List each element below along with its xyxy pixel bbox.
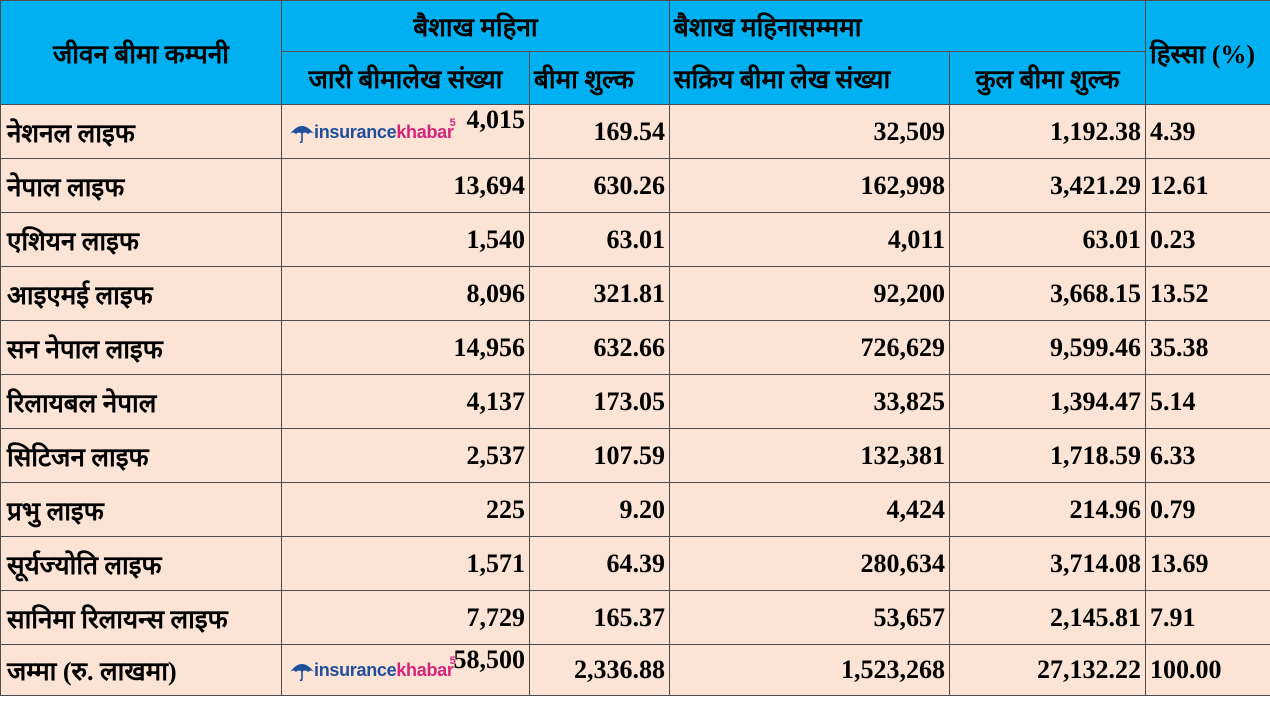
insurancekhabar-logo: insurance khabar 5 [288,117,456,143]
header-cumulative-group: बैशाख महिनासम्ममा [669,0,1146,52]
total-premium-cell: 2,145.81 [949,590,1146,645]
company-name: प्रभु लाइफ [0,482,282,537]
premium-cell: 64.39 [529,536,670,591]
table-row: आइएमई लाइफ 8,096 321.81 92,200 3,668.15 … [0,266,1270,321]
premium-cell: 321.81 [529,266,670,321]
header-month-group: बैशाख महिना [281,0,670,52]
header-row-sub: जारी बीमालेख संख्या बीमा शुल्क सक्रिय बी… [1,51,1270,105]
header-row-top: जीवन बीमा कम्पनी बैशाख महिना बैशाख महिना… [0,0,1270,105]
share-cell: 6.33 [1145,428,1270,483]
table-row: प्रभु लाइफ 225 9.20 4,424 214.96 0.79 [0,482,1270,537]
total-premium-month-cell: 2,336.88 [529,644,670,696]
total-premium-cell: 3,421.29 [949,158,1146,213]
header-total-premium: कुल बीमा शुल्क [949,51,1146,105]
share-cell: 5.14 [1145,374,1270,429]
table-header: जीवन बीमा कम्पनी बैशाख महिना बैशाख महिना… [0,0,1270,105]
table-row: नेशनल लाइफ insurance khabar 5 4,015 169.54… [0,104,1270,159]
premium-cell: 165.37 [529,590,670,645]
total-row: जम्मा (रु. लाखमा) insurance khabar 5 58,50… [0,644,1270,696]
table-row: सन नेपाल लाइफ 14,956 632.66 726,629 9,59… [0,320,1270,375]
company-name: नेशनल लाइफ [0,104,282,159]
premium-cell: 173.05 [529,374,670,429]
active-policies-cell: 33,825 [669,374,950,429]
table-row: सिटिजन लाइफ 2,537 107.59 132,381 1,718.5… [0,428,1270,483]
share-cell: 35.38 [1145,320,1270,375]
active-policies-cell: 280,634 [669,536,950,591]
total-issued-cell: insurance khabar 5 58,500 [281,644,530,696]
total-active-cell: 1,523,268 [669,644,950,696]
premium-cell: 63.01 [529,212,670,267]
premium-cell: 632.66 [529,320,670,375]
total-premium-cell: 63.01 [949,212,1146,267]
table-row: सूर्यज्योति लाइफ 1,571 64.39 280,634 3,7… [0,536,1270,591]
policies-issued-value: 4,015 [466,105,526,135]
total-issued-value: 58,500 [453,645,526,675]
total-premium-cell: 214.96 [949,482,1146,537]
company-name: सिटिजन लाइफ [0,428,282,483]
share-cell: 12.61 [1145,158,1270,213]
company-name: एशियन लाइफ [0,212,282,267]
policies-issued-cell: 225 [281,482,530,537]
share-cell: 7.91 [1145,590,1270,645]
table-footer: जम्मा (रु. लाखमा) insurance khabar 5 58,50… [0,644,1270,696]
active-policies-cell: 162,998 [669,158,950,213]
total-premium-cell: 3,714.08 [949,536,1146,591]
active-policies-cell: 32,509 [669,104,950,159]
header-policies-issued: जारी बीमालेख संख्या [281,51,530,105]
umbrella-icon [290,125,314,143]
table-row: सानिमा रिलायन्स लाइफ 7,729 165.37 53,657… [0,590,1270,645]
header-company: जीवन बीमा कम्पनी [0,0,282,105]
table-row: रिलायबल नेपाल 4,137 173.05 33,825 1,394.… [0,374,1270,429]
active-policies-cell: 132,381 [669,428,950,483]
total-premium-cell: 1,718.59 [949,428,1146,483]
active-policies-cell: 726,629 [669,320,950,375]
header-premium: बीमा शुल्क [529,51,670,105]
company-name: सानिमा रिलायन्स लाइफ [0,590,282,645]
total-share-cell: 100.00 [1145,644,1270,696]
premium-cell: 9.20 [529,482,670,537]
table-row: एशियन लाइफ 1,540 63.01 4,011 63.01 0.23 [0,212,1270,267]
insurancekhabar-logo: insurance khabar 5 [288,655,456,681]
company-name: सन नेपाल लाइफ [0,320,282,375]
policies-issued-cell: 7,729 [281,590,530,645]
share-cell: 13.69 [1145,536,1270,591]
header-active-policies: सक्रिय बीमा लेख संख्या [669,51,950,105]
table-row: नेपाल लाइफ 13,694 630.26 162,998 3,421.2… [0,158,1270,213]
policies-issued-cell: 4,137 [281,374,530,429]
table-body: नेशनल लाइफ insurance khabar 5 4,015 169.54… [0,104,1270,645]
total-premium-cell: 9,599.46 [949,320,1146,375]
policies-issued-cell: 14,956 [281,320,530,375]
policies-issued-cell: 13,694 [281,158,530,213]
active-policies-cell: 4,424 [669,482,950,537]
policies-issued-cell: insurance khabar 5 4,015 [281,104,530,159]
policies-issued-cell: 1,540 [281,212,530,267]
total-premium-cumulative-cell: 27,132.22 [949,644,1146,696]
share-cell: 0.23 [1145,212,1270,267]
company-name: आइएमई लाइफ [0,266,282,321]
premium-cell: 169.54 [529,104,670,159]
policies-issued-cell: 1,571 [281,536,530,591]
policies-issued-cell: 2,537 [281,428,530,483]
umbrella-icon [290,664,314,681]
active-policies-cell: 4,011 [669,212,950,267]
share-cell: 0.79 [1145,482,1270,537]
company-name: नेपाल लाइफ [0,158,282,213]
share-cell: 4.39 [1145,104,1270,159]
company-name: सूर्यज्योति लाइफ [0,536,282,591]
active-policies-cell: 53,657 [669,590,950,645]
total-premium-cell: 1,192.38 [949,104,1146,159]
total-premium-cell: 1,394.47 [949,374,1146,429]
premium-cell: 630.26 [529,158,670,213]
premium-cell: 107.59 [529,428,670,483]
total-premium-cell: 3,668.15 [949,266,1146,321]
header-share: हिस्सा (%) [1145,0,1270,105]
policies-issued-cell: 8,096 [281,266,530,321]
total-label: जम्मा (रु. लाखमा) [0,644,282,696]
active-policies-cell: 92,200 [669,266,950,321]
share-cell: 13.52 [1145,266,1270,321]
company-name: रिलायबल नेपाल [0,374,282,429]
